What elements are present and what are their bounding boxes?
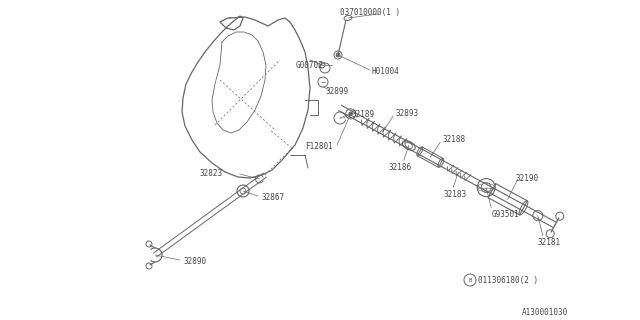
Text: G00702: G00702 (296, 61, 324, 70)
Text: F12801: F12801 (305, 142, 333, 151)
Text: 32899: 32899 (326, 87, 349, 96)
Circle shape (349, 112, 353, 116)
Text: A130001030: A130001030 (522, 308, 568, 317)
Text: 32867: 32867 (261, 193, 284, 202)
Text: 32190: 32190 (516, 174, 539, 183)
Text: G93501: G93501 (492, 210, 519, 219)
Text: 32823: 32823 (200, 169, 223, 178)
Text: 32186: 32186 (389, 164, 412, 172)
Text: 32890: 32890 (183, 257, 206, 266)
Text: 32183: 32183 (444, 190, 467, 199)
Text: 32181: 32181 (538, 238, 561, 247)
Text: B: B (468, 277, 472, 283)
Text: 32188: 32188 (442, 135, 465, 144)
Circle shape (336, 53, 340, 57)
Text: 32893: 32893 (395, 109, 418, 118)
Text: 32189: 32189 (352, 110, 375, 119)
Text: 011306180(2 ): 011306180(2 ) (478, 276, 538, 285)
Text: 037010000(1 ): 037010000(1 ) (340, 8, 400, 17)
Text: H01004: H01004 (372, 67, 400, 76)
